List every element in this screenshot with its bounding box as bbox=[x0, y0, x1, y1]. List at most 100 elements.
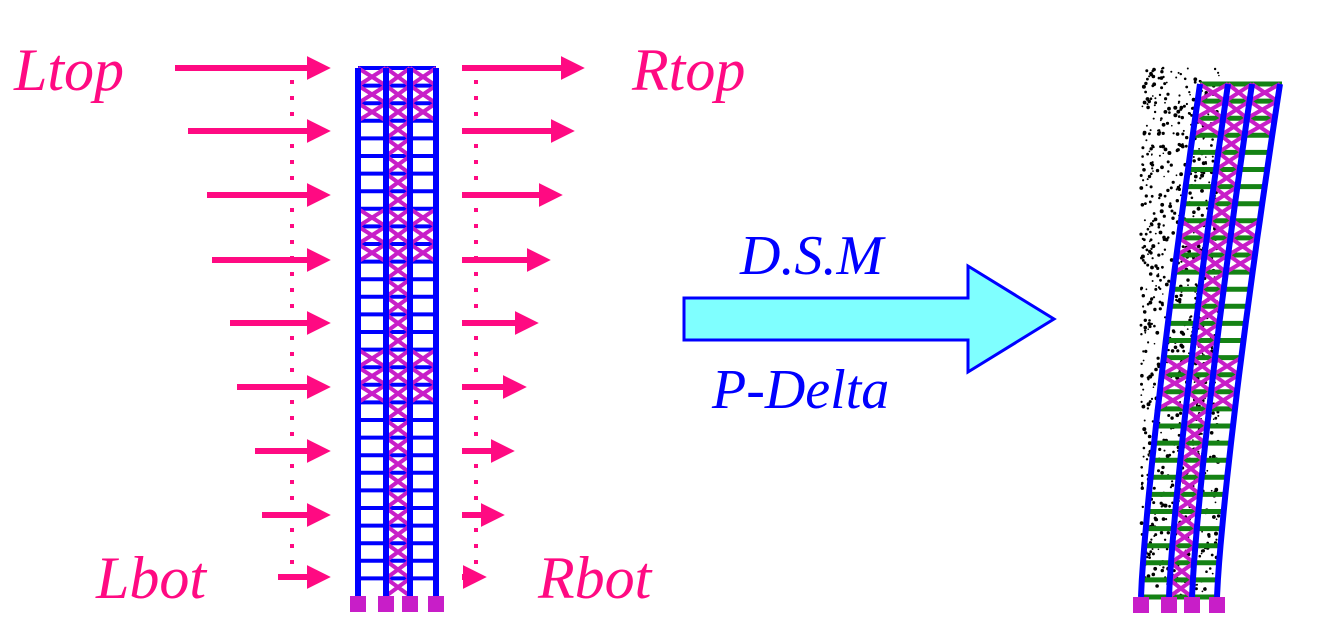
outline-dot bbox=[1211, 572, 1214, 575]
outline-dot bbox=[1145, 97, 1150, 101]
outline-dot bbox=[1146, 103, 1149, 106]
outline-dot bbox=[1150, 194, 1154, 198]
outline-dot bbox=[1152, 82, 1157, 87]
outline-dot bbox=[1200, 173, 1205, 178]
outline-dot bbox=[1211, 138, 1214, 141]
frame-brace bbox=[384, 119, 412, 141]
outline-dot bbox=[1183, 77, 1187, 81]
outline-dot bbox=[1176, 299, 1179, 303]
outline-dot bbox=[1162, 214, 1166, 218]
outline-dot bbox=[1147, 453, 1150, 456]
deformed-brace bbox=[1214, 167, 1239, 189]
outline-dot bbox=[1197, 157, 1201, 161]
outline-dot bbox=[1150, 172, 1153, 176]
deformed-brace bbox=[1175, 492, 1200, 514]
outline-dot bbox=[1162, 224, 1165, 227]
outline-dot bbox=[1144, 232, 1148, 236]
deformed-support bbox=[1133, 597, 1149, 613]
frame-brace bbox=[356, 66, 388, 88]
outline-dot bbox=[1159, 278, 1162, 282]
deformed-brace bbox=[1219, 133, 1244, 154]
outline-dot bbox=[1145, 69, 1149, 73]
outline-dot bbox=[1142, 427, 1147, 432]
frame-columns bbox=[355, 68, 439, 596]
outline-dot bbox=[1182, 129, 1185, 132]
outline-dot bbox=[1152, 212, 1156, 215]
outline-dot bbox=[1149, 147, 1153, 151]
outline-dot bbox=[1163, 82, 1167, 86]
outline-dot bbox=[1168, 204, 1173, 209]
deformed-brace bbox=[1177, 236, 1206, 257]
outline-dot bbox=[1160, 117, 1163, 120]
outline-dot bbox=[1142, 455, 1145, 458]
outline-dot bbox=[1150, 163, 1155, 167]
outline-dot bbox=[1173, 345, 1178, 350]
outline-dot bbox=[1141, 105, 1144, 108]
outline-dot bbox=[1142, 350, 1145, 353]
frame-supports bbox=[350, 596, 444, 612]
outline-dot bbox=[1194, 283, 1198, 286]
outline-dot bbox=[1140, 466, 1143, 469]
outline-dot bbox=[1145, 458, 1149, 461]
outline-dot bbox=[1172, 569, 1176, 573]
outline-dot bbox=[1169, 486, 1172, 489]
outline-dot bbox=[1149, 251, 1153, 255]
frame-brace bbox=[408, 383, 438, 405]
outline-dot bbox=[1141, 505, 1145, 509]
undeformed-frame bbox=[350, 66, 444, 612]
outline-dot bbox=[1150, 538, 1153, 541]
outline-dot bbox=[1141, 163, 1145, 167]
frame-brace bbox=[384, 189, 412, 211]
outline-dot bbox=[1144, 194, 1148, 198]
frame-brace bbox=[384, 330, 412, 352]
deformed-support bbox=[1209, 597, 1225, 613]
deformed-brace bbox=[1184, 407, 1209, 428]
right-load-arrows bbox=[462, 56, 585, 589]
outline-dot bbox=[1151, 280, 1154, 282]
outline-dot bbox=[1142, 305, 1145, 308]
label-pdelta: P-Delta bbox=[712, 359, 890, 421]
outline-dot bbox=[1161, 253, 1164, 256]
outline-dot bbox=[1162, 275, 1166, 279]
frame-brace bbox=[384, 224, 412, 246]
outline-dot bbox=[1169, 258, 1174, 262]
deformed-brace bbox=[1177, 475, 1202, 496]
outline-dot bbox=[1162, 293, 1164, 295]
outline-dot bbox=[1142, 388, 1145, 391]
outline-dot bbox=[1141, 155, 1144, 158]
frame-brace bbox=[356, 383, 388, 405]
outline-dot bbox=[1162, 238, 1166, 242]
outline-dot bbox=[1157, 222, 1161, 226]
outline-dot bbox=[1164, 282, 1169, 287]
deformed-frame bbox=[1133, 66, 1283, 613]
outline-dot bbox=[1160, 471, 1164, 475]
frame-brace bbox=[356, 224, 388, 246]
outline-dot bbox=[1140, 203, 1145, 207]
outline-dot bbox=[1207, 534, 1211, 538]
outline-dot bbox=[1209, 455, 1212, 459]
outline-dot bbox=[1209, 431, 1214, 435]
deformed-column bbox=[1189, 83, 1255, 598]
outline-dot bbox=[1157, 253, 1161, 257]
outline-dot bbox=[1162, 152, 1165, 155]
frame-brace bbox=[408, 66, 438, 88]
outline-dot bbox=[1155, 330, 1160, 335]
outline-dot bbox=[1167, 414, 1171, 417]
frame-brace bbox=[408, 207, 438, 229]
outline-dot bbox=[1151, 552, 1155, 556]
frame-brace bbox=[384, 435, 412, 457]
outline-dot bbox=[1143, 419, 1146, 422]
outline-dot bbox=[1177, 115, 1181, 118]
outline-dot bbox=[1205, 156, 1207, 158]
outline-dot bbox=[1140, 486, 1145, 490]
outline-dot bbox=[1194, 587, 1198, 591]
outline-dot bbox=[1157, 286, 1161, 289]
outline-dot bbox=[1192, 215, 1195, 218]
deformed-brace bbox=[1231, 219, 1259, 240]
outline-dot bbox=[1149, 185, 1153, 189]
outline-dot bbox=[1139, 174, 1143, 177]
deformed-brace bbox=[1188, 373, 1213, 394]
outline-dot bbox=[1143, 261, 1147, 265]
outline-dot bbox=[1179, 105, 1184, 110]
outline-dot bbox=[1163, 248, 1167, 251]
